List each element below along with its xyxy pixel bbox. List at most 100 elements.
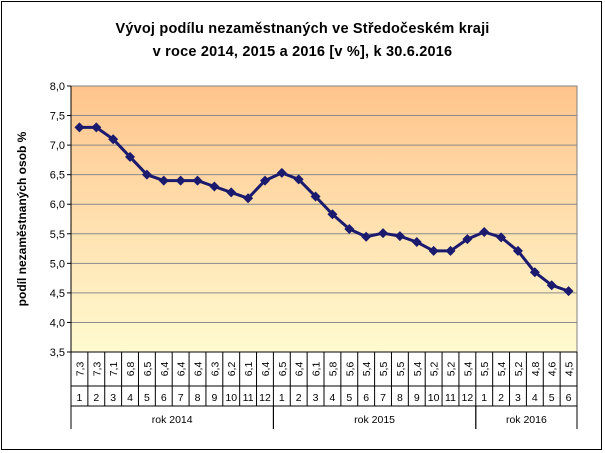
- data-value-label: 5,2: [429, 362, 441, 377]
- chart-subtitle: v roce 2014, 2015 a 2016 [v %], k 30.6.2…: [152, 44, 453, 60]
- chart-title: Vývoj podílu nezaměstnaných ve Středočes…: [115, 21, 490, 37]
- month-label: 4: [532, 392, 538, 404]
- data-value-label: 4,8: [530, 362, 542, 377]
- month-label: 5: [346, 392, 352, 404]
- data-point-marker: [226, 187, 237, 198]
- month-label: 2: [296, 392, 302, 404]
- data-value-label: 6,5: [142, 362, 154, 377]
- data-value-label: 5,2: [446, 362, 458, 377]
- month-label: 1: [77, 392, 83, 404]
- data-point-marker: [243, 193, 254, 204]
- month-label: 6: [161, 392, 167, 404]
- data-point-marker: [125, 151, 136, 162]
- data-point-marker: [361, 231, 372, 242]
- data-point-marker: [496, 232, 507, 243]
- month-label: 8: [397, 392, 403, 404]
- data-value-label: 5,4: [361, 362, 373, 377]
- data-value-label: 6,2: [226, 362, 238, 377]
- data-point-marker: [74, 122, 85, 133]
- month-label: 3: [110, 392, 116, 404]
- plot-area: [70, 85, 578, 353]
- month-label: 9: [414, 392, 420, 404]
- data-value-label: 6,4: [176, 362, 188, 377]
- data-value-label: 6,4: [193, 362, 205, 377]
- data-value-label: 6,1: [311, 362, 323, 377]
- data-point-marker: [259, 175, 270, 186]
- data-point-marker: [293, 174, 304, 185]
- month-label: 8: [195, 392, 201, 404]
- y-tick-label: 4,5: [50, 288, 65, 300]
- month-label: 4: [127, 392, 133, 404]
- data-point-marker: [175, 175, 186, 186]
- y-tick-label: 5,5: [50, 229, 65, 241]
- month-label: 10: [428, 392, 440, 404]
- month-label: 2: [93, 392, 99, 404]
- data-value-label: 4,5: [564, 362, 576, 377]
- month-label: 4: [330, 392, 336, 404]
- data-point-marker: [108, 134, 119, 145]
- data-value-label: 6,1: [243, 362, 255, 377]
- data-value-label: 5,5: [395, 362, 407, 377]
- month-label: 6: [566, 392, 572, 404]
- data-value-label: 5,4: [496, 362, 508, 377]
- group-label: rok 2015: [354, 414, 395, 426]
- data-value-label: 7,1: [108, 362, 120, 377]
- month-label: 12: [462, 392, 474, 404]
- y-tick-label: 6,5: [50, 170, 65, 182]
- month-label: 7: [178, 392, 184, 404]
- y-tick-label: 5,0: [50, 258, 65, 270]
- data-point-marker: [209, 181, 220, 192]
- data-point-marker: [445, 245, 456, 256]
- month-label: 3: [515, 392, 521, 404]
- y-tick-label: 4,0: [50, 317, 65, 329]
- data-point-marker: [563, 286, 574, 297]
- data-value-label: 5,2: [513, 362, 525, 377]
- month-label: 1: [481, 392, 487, 404]
- data-value-label: 4,6: [547, 362, 559, 377]
- data-value-label: 5,6: [344, 362, 356, 377]
- group-label: rok 2014: [152, 414, 193, 426]
- y-tick-label: 6,0: [50, 199, 65, 211]
- data-point-marker: [276, 167, 287, 178]
- data-point-marker: [479, 227, 490, 238]
- data-point-marker: [91, 122, 102, 133]
- data-point-marker: [327, 209, 338, 220]
- month-label: 9: [211, 392, 217, 404]
- data-value-label: 5,5: [479, 362, 491, 377]
- y-tick-label: 7,5: [50, 111, 65, 123]
- y-tick-label: 7,0: [50, 140, 65, 152]
- month-label: 11: [243, 392, 254, 404]
- data-point-marker: [411, 237, 422, 248]
- month-label: 5: [144, 392, 150, 404]
- data-value-label: 5,4: [462, 362, 474, 377]
- data-value-label: 6,3: [209, 362, 221, 377]
- y-axis-label: podíl nezaměstnaných osob %: [15, 131, 29, 306]
- data-value-label: 5,5: [378, 362, 390, 377]
- data-point-marker: [529, 267, 540, 278]
- month-label: 2: [498, 392, 504, 404]
- data-value-label: 7,3: [91, 362, 103, 377]
- month-label: 12: [259, 392, 271, 404]
- data-point-marker: [158, 175, 169, 186]
- data-value-label: 6,4: [159, 362, 171, 377]
- data-point-marker: [141, 169, 152, 180]
- group-label: rok 2016: [506, 414, 547, 426]
- month-label: 7: [380, 392, 386, 404]
- data-point-marker: [428, 245, 439, 256]
- data-value-label: 5,4: [412, 362, 424, 377]
- data-point-marker: [192, 175, 203, 186]
- y-tick-label: 3,5: [50, 347, 65, 359]
- month-label: 5: [549, 392, 555, 404]
- data-point-marker: [310, 191, 321, 202]
- data-point-marker: [344, 224, 355, 235]
- month-label: 6: [363, 392, 369, 404]
- month-label: 11: [445, 392, 456, 404]
- data-value-label: 5,8: [327, 362, 339, 377]
- data-value-label: 6,4: [260, 362, 272, 377]
- month-label: 1: [279, 392, 285, 404]
- data-value-label: 7,3: [74, 362, 86, 377]
- data-point-marker: [546, 280, 557, 291]
- data-value-label: 6,4: [294, 362, 306, 377]
- data-point-marker: [394, 231, 405, 242]
